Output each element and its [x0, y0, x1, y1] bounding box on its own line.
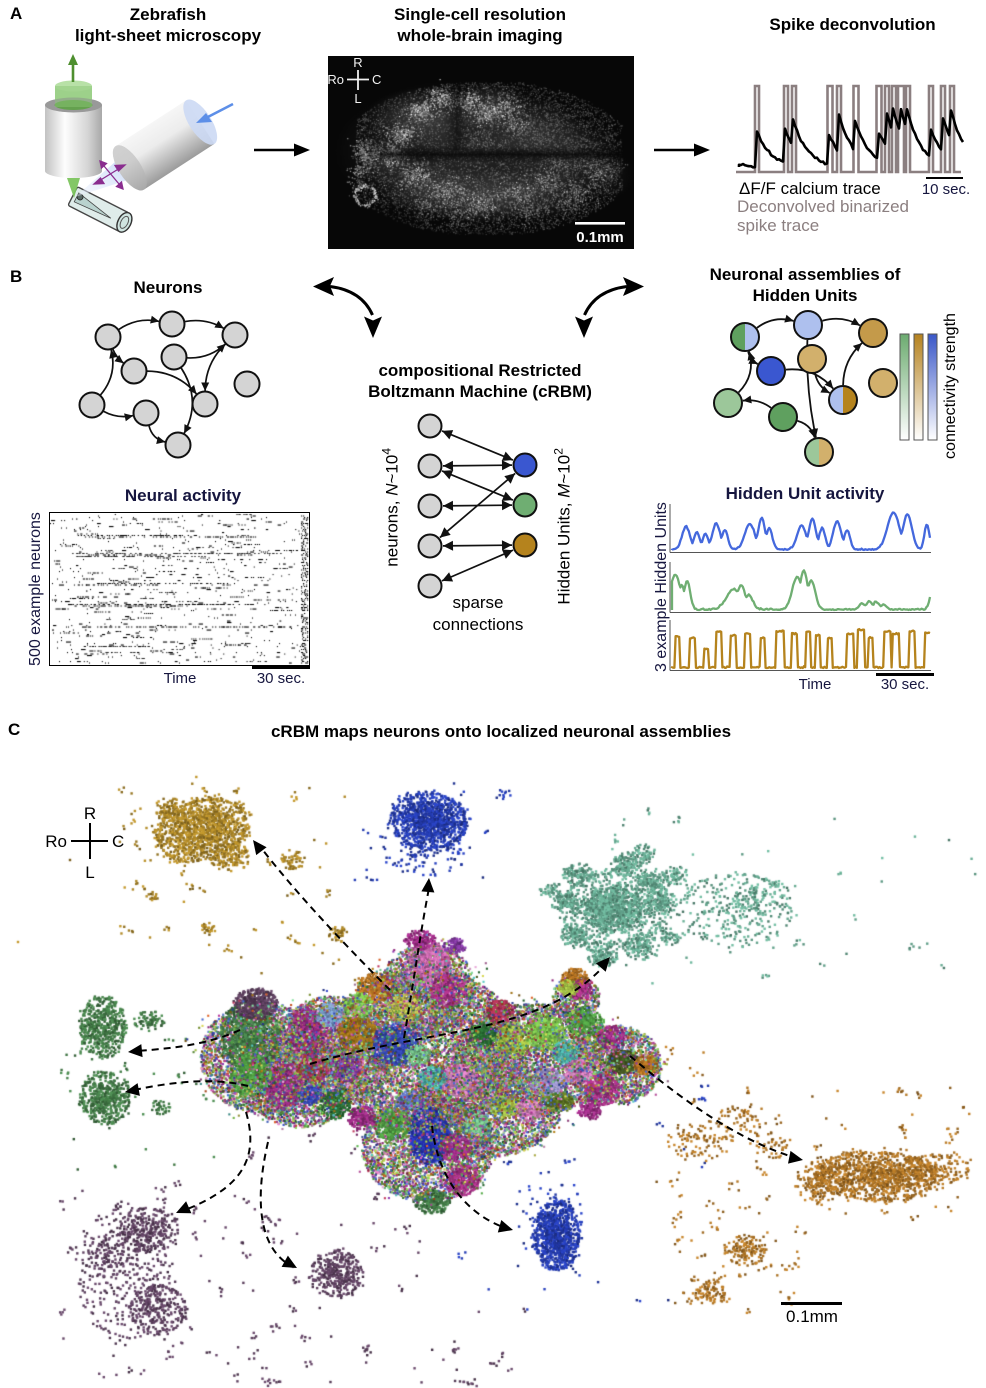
- svg-text:0.1mm: 0.1mm: [576, 229, 624, 246]
- svg-text:R: R: [353, 56, 362, 70]
- svg-text:C: C: [372, 72, 381, 87]
- svg-text:L: L: [85, 863, 94, 882]
- svg-text:Ro: Ro: [45, 832, 67, 851]
- svg-text:C: C: [112, 832, 124, 851]
- svg-text:R: R: [84, 804, 96, 823]
- svg-text:L: L: [354, 91, 361, 106]
- svg-text:Ro: Ro: [328, 72, 344, 87]
